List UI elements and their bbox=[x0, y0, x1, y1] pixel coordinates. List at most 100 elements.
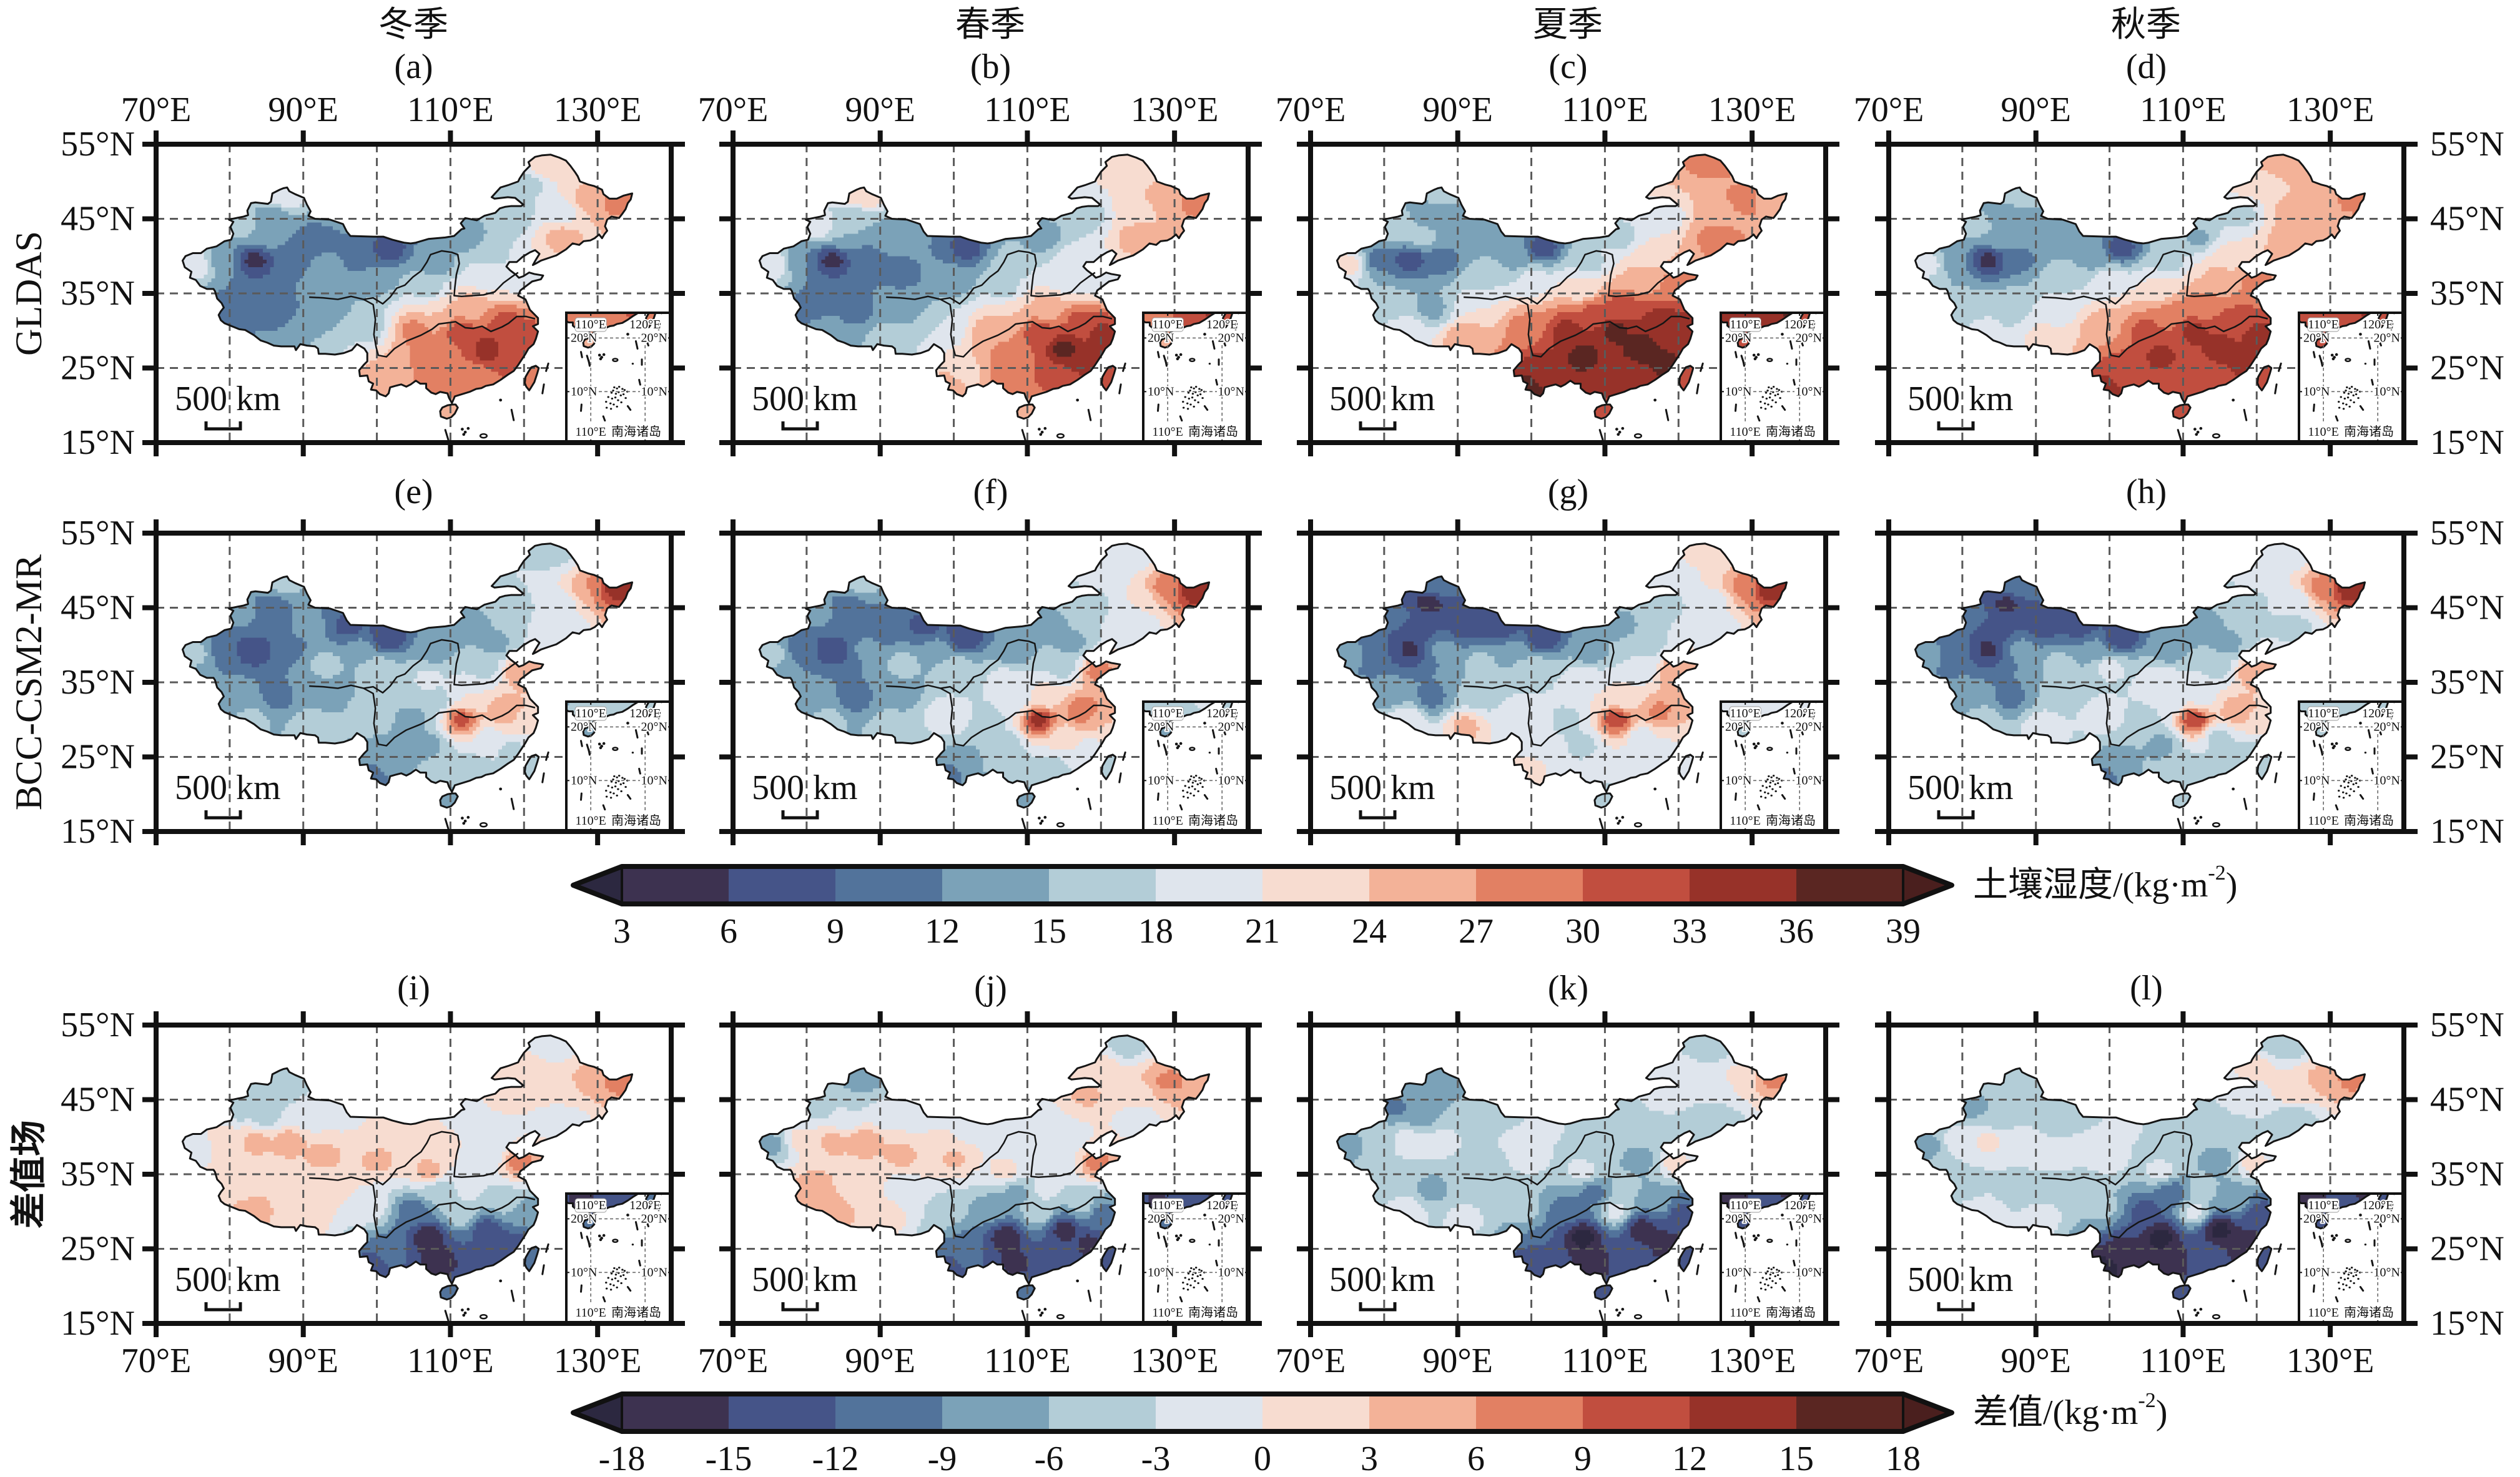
map-cell bbox=[1443, 697, 1455, 701]
map-cell bbox=[1031, 248, 1046, 253]
map-cell bbox=[2205, 749, 2257, 753]
map-cell bbox=[2227, 334, 2243, 338]
map-cell bbox=[2109, 297, 2165, 301]
map-cell bbox=[1568, 637, 1620, 642]
map-cell bbox=[461, 670, 466, 675]
map-cell bbox=[1402, 644, 1418, 649]
map-cell bbox=[1546, 767, 1657, 772]
map-cell bbox=[1174, 618, 1186, 623]
map-cell bbox=[2216, 360, 2257, 365]
map-cell bbox=[1505, 312, 1525, 316]
map-cell bbox=[1105, 211, 1116, 215]
season-title-autumn: 秋季 bbox=[2111, 6, 2181, 44]
map-cell bbox=[1936, 633, 1971, 638]
map-cell bbox=[2205, 719, 2210, 724]
map-cell bbox=[531, 618, 587, 623]
map-cell bbox=[1608, 723, 1624, 727]
map-cell bbox=[972, 341, 998, 346]
map-cell bbox=[2021, 319, 2074, 323]
map-cell bbox=[2187, 237, 2210, 242]
map-cell bbox=[817, 252, 829, 257]
map-cell bbox=[288, 237, 378, 242]
map-cell bbox=[480, 240, 514, 245]
map-cell bbox=[516, 689, 528, 694]
map-cell bbox=[439, 416, 455, 419]
map-cell bbox=[1616, 274, 1665, 279]
map-cell bbox=[1012, 730, 1021, 735]
map-cell bbox=[498, 371, 514, 376]
map-cell bbox=[229, 614, 256, 619]
map-cell bbox=[1999, 589, 2040, 593]
river-line bbox=[363, 251, 518, 304]
map-cell bbox=[935, 757, 984, 761]
map-cell bbox=[1012, 719, 1021, 724]
boundary-dash bbox=[1743, 360, 1745, 366]
map-cell bbox=[435, 727, 444, 731]
scale-bar bbox=[1937, 421, 1975, 431]
map-cell bbox=[480, 719, 495, 724]
map-cell bbox=[395, 330, 403, 335]
map-cell bbox=[2043, 644, 2107, 649]
map-cell bbox=[1480, 255, 1492, 260]
map-cell bbox=[1181, 204, 1208, 208]
boundary-dash bbox=[1204, 406, 1207, 410]
map-cell bbox=[2021, 723, 2121, 727]
map-cell bbox=[1457, 252, 1528, 257]
map-cell bbox=[1373, 689, 1418, 694]
map-cell bbox=[1075, 697, 1094, 701]
map-cell bbox=[1027, 274, 1124, 279]
map-cell bbox=[557, 581, 573, 586]
map-cell bbox=[1984, 252, 1992, 257]
map-cell bbox=[1108, 229, 1120, 234]
map-cell bbox=[1936, 259, 1944, 264]
lon-label-top: 110°E bbox=[2140, 91, 2227, 129]
map-cell bbox=[528, 162, 573, 167]
map-cell bbox=[2179, 712, 2183, 716]
map-cell bbox=[528, 589, 565, 593]
map-cell bbox=[1399, 674, 1432, 679]
map-cell bbox=[1663, 663, 1701, 668]
map-cell bbox=[913, 674, 925, 679]
map-cell bbox=[2021, 712, 2033, 716]
map-cell bbox=[2131, 248, 2143, 253]
map-cell bbox=[1064, 697, 1076, 701]
map-cell bbox=[1111, 640, 1142, 645]
lat-label-right: 55°N bbox=[2430, 125, 2504, 164]
map-cell bbox=[1660, 282, 1686, 287]
lat-label-right: 35°N bbox=[2430, 274, 2504, 313]
map-cell bbox=[1082, 633, 1101, 638]
map-cell bbox=[1623, 659, 1661, 664]
map-cell bbox=[2120, 326, 2132, 331]
map-cell bbox=[2039, 693, 2099, 697]
map-cell bbox=[858, 229, 928, 234]
map-cell bbox=[229, 222, 256, 227]
map-cell bbox=[1366, 259, 1370, 264]
map-cell bbox=[355, 674, 418, 679]
map-cell bbox=[1498, 300, 1543, 305]
map-cell bbox=[310, 341, 355, 346]
map-cell bbox=[1593, 326, 1605, 331]
map-cell bbox=[1181, 207, 1204, 212]
map-cell bbox=[2194, 700, 2213, 705]
map-cell bbox=[814, 712, 840, 716]
map-cell bbox=[579, 596, 594, 601]
river-line bbox=[2096, 251, 2251, 304]
map-cell bbox=[244, 207, 256, 212]
map-cell bbox=[1535, 644, 1554, 649]
map-cell bbox=[1969, 248, 1977, 253]
map-cell bbox=[373, 338, 385, 342]
map-outlines bbox=[182, 544, 632, 828]
map-cell bbox=[2014, 674, 2044, 679]
map-cell bbox=[2334, 607, 2342, 612]
map-cell bbox=[1513, 753, 1572, 757]
map-cell bbox=[759, 648, 785, 653]
map-cell bbox=[531, 237, 547, 242]
map-cell bbox=[983, 648, 1039, 653]
map-cell bbox=[292, 693, 355, 697]
map-cell bbox=[534, 319, 539, 323]
map-cell bbox=[2102, 386, 2121, 391]
map-cell bbox=[872, 326, 936, 331]
map-cell bbox=[1663, 274, 1701, 279]
map-cell bbox=[307, 640, 337, 645]
